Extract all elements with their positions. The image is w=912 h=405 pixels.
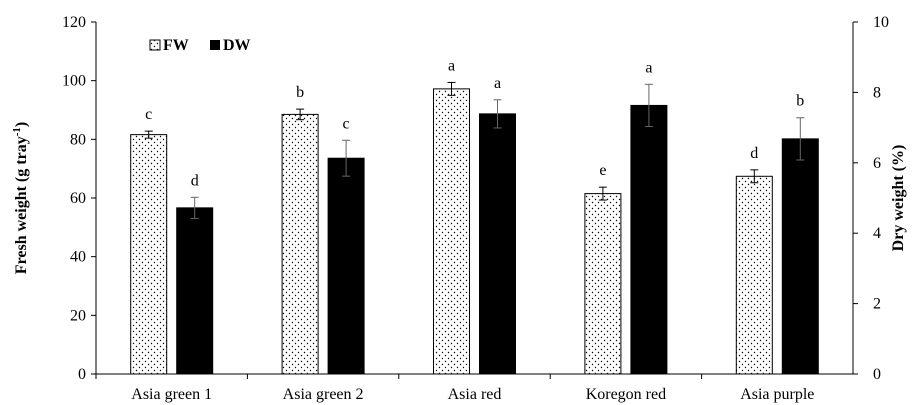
bar-dw	[327, 157, 365, 375]
significance-letter: b	[296, 84, 304, 101]
right-y-axis-label: Dry weight (%)	[890, 145, 907, 252]
category-label: Asia green 2	[283, 386, 364, 403]
significance-letter: a	[448, 57, 455, 74]
bar-fw	[584, 193, 622, 375]
bar-fw	[130, 134, 168, 375]
left-tick-label: 60	[70, 190, 86, 207]
left-tick-label: 120	[62, 14, 86, 31]
category-label: Asia purple	[740, 386, 814, 403]
legend-swatch-dw	[210, 40, 220, 50]
significance-letter: e	[599, 162, 606, 179]
significance-letter: a	[645, 59, 652, 76]
left-tick-label: 80	[70, 131, 86, 148]
bar-dw	[479, 113, 516, 375]
category-labels: Asia green 1 Asia green 2 Asia red Koregon …	[95, 374, 814, 403]
legend-label-fw: FW	[163, 37, 189, 54]
right-tick-label: 8	[873, 84, 881, 101]
legend-swatch-fw	[149, 39, 161, 51]
bar-fw	[735, 175, 773, 375]
significance-letter: c	[145, 106, 152, 123]
bar-dw	[781, 138, 819, 375]
right-tick-label: 0	[873, 366, 881, 383]
category-label: Koregon red	[586, 386, 666, 403]
category-label: Asia red	[448, 386, 502, 403]
significance-letter: d	[750, 145, 758, 162]
bar-dw	[176, 207, 214, 375]
significance-letter: d	[191, 172, 199, 189]
right-tick-label: 10	[873, 14, 889, 31]
significance-letter: c	[343, 115, 350, 132]
right-tick-label: 2	[873, 296, 881, 313]
legend: FW DW	[149, 37, 251, 54]
left-y-axis-label: Fresh weight (g tray-1)	[11, 122, 30, 274]
left-tick-label: 20	[70, 307, 86, 324]
category-label: Asia green 1	[131, 386, 212, 403]
bars: c d b c a a e a d b	[130, 57, 819, 375]
left-tick-label: 40	[70, 249, 86, 266]
right-y-ticks: 0 2 4 6 8 10	[853, 14, 889, 383]
right-tick-label: 4	[873, 225, 881, 242]
left-y-ticks: 0 20 40 60 80 100 120	[62, 14, 96, 383]
bar-dw	[630, 104, 668, 375]
right-tick-label: 6	[873, 155, 881, 172]
left-tick-label: 0	[78, 366, 86, 383]
left-tick-label: 100	[62, 73, 86, 90]
significance-letter: b	[796, 93, 804, 110]
bar-fw	[281, 113, 319, 375]
legend-label-dw: DW	[223, 37, 251, 54]
bar-fw	[433, 88, 470, 375]
significance-letter: a	[494, 75, 501, 92]
